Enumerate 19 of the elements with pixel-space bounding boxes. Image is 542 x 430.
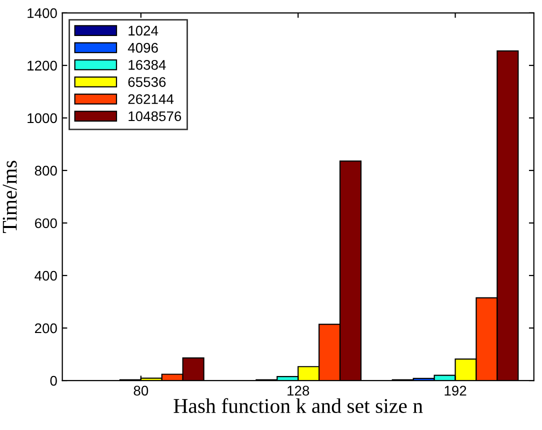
- y-tick-label: 1200: [28, 60, 57, 71]
- legend-label: 1048576: [128, 111, 182, 122]
- y-tick-label: 800: [34, 166, 57, 176]
- y-tick-label: 400: [34, 270, 57, 281]
- legend-label: 1024: [128, 26, 158, 36]
- y-axis-title: Time/ms: [2, 160, 17, 234]
- legend-label: 262144: [128, 94, 174, 104]
- y-tick-label: 200: [34, 323, 57, 334]
- y-tick-label: 1000: [28, 113, 57, 124]
- x-tick-label: 80: [134, 386, 148, 396]
- y-tick-label: 600: [35, 218, 57, 228]
- legend-label: 16384: [128, 60, 166, 70]
- y-tick-label: 1400: [28, 8, 57, 18]
- x-tick-label: 192: [444, 386, 466, 396]
- x-tick-label: 128: [288, 386, 310, 396]
- legend-label: 65536: [128, 77, 166, 87]
- x-axis-title: Hash function k and set size n: [174, 398, 423, 414]
- legend-label: 4096: [128, 42, 158, 53]
- y-tick-label: 0: [50, 376, 57, 386]
